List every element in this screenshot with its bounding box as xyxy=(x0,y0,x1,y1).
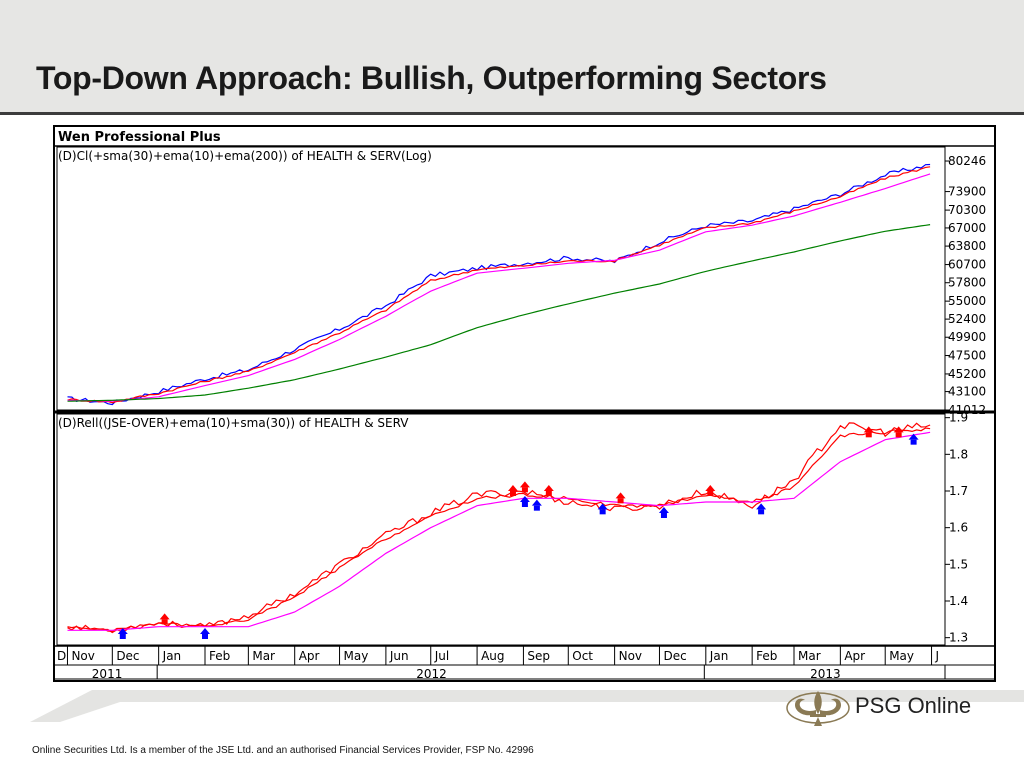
buy-signal-arrow xyxy=(756,503,767,515)
x-month-label: Jul xyxy=(434,649,449,663)
price-y-tick-label: 57800 xyxy=(948,276,986,290)
sell-signal-arrow xyxy=(507,485,518,496)
buy-signal-arrow xyxy=(597,503,608,515)
x-month-label: Aug xyxy=(481,649,504,663)
x-partial-month-label: D xyxy=(57,649,66,663)
header-divider xyxy=(0,112,1024,115)
x-year-label: 2012 xyxy=(416,667,447,680)
footer-swoosh xyxy=(30,690,1024,722)
chart-window: Wen Professional Plus (D)Cl(+sma(30)+ema(… xyxy=(53,125,996,682)
buy-signal-arrow xyxy=(519,496,530,507)
x-month-label: Apr xyxy=(299,649,320,663)
chart-background xyxy=(55,127,994,680)
brand-name: PSG Online xyxy=(855,693,972,718)
x-month-label: Sep xyxy=(527,649,550,663)
x-month-label: Jan xyxy=(709,649,729,663)
x-month-label: Feb xyxy=(756,649,777,663)
price-y-tick-label: 80246 xyxy=(948,154,986,168)
sma30-series-line xyxy=(67,173,931,402)
buy-signal-arrow xyxy=(908,433,919,445)
x-month-label: Apr xyxy=(844,649,865,663)
price-y-tick-label: 60700 xyxy=(948,258,986,272)
sell-signal-arrow xyxy=(159,613,170,625)
x-month-label: May xyxy=(889,649,914,663)
price-y-tick-label: 73900 xyxy=(948,185,986,199)
price-y-tick-label: 43100 xyxy=(948,385,986,399)
header-band xyxy=(0,0,1024,112)
relative-sma30-line xyxy=(67,431,931,631)
buy-signal-arrow xyxy=(658,507,669,518)
price-y-tick-label: 63800 xyxy=(948,239,986,253)
sell-signal-arrow xyxy=(543,485,554,496)
x-month-label: May xyxy=(344,649,369,663)
x-month-label: Mar xyxy=(798,649,821,663)
x-month-label: Dec xyxy=(116,649,139,663)
price-y-tick-label: 67000 xyxy=(948,221,986,235)
x-month-label: Feb xyxy=(209,649,230,663)
x-month-label: Dec xyxy=(663,649,686,663)
price-series-line xyxy=(67,163,931,406)
fleur-de-lis-logo-icon xyxy=(786,691,850,726)
price-y-tick-label: 55000 xyxy=(948,294,986,308)
relative-y-tick-label: 1.5 xyxy=(949,557,968,571)
price-y-tick-label: 45200 xyxy=(948,367,986,381)
sell-signal-arrow xyxy=(615,492,626,504)
price-y-tick-label: 70300 xyxy=(948,203,986,217)
price-y-tick-label: 49900 xyxy=(948,330,986,344)
buy-signal-arrow xyxy=(531,499,542,511)
chart-canvas: Wen Professional Plus (D)Cl(+sma(30)+ema(… xyxy=(55,127,994,680)
relative-y-tick-label: 1.4 xyxy=(949,594,968,608)
footer-disclaimer: Online Securities Ltd. Is a member of th… xyxy=(32,745,534,756)
relative-y-tick-label: 1.9 xyxy=(949,411,968,425)
relative-y-tick-label: 1.8 xyxy=(949,447,968,461)
x-month-label: Oct xyxy=(572,649,593,663)
slide-title: Top-Down Approach: Bullish, Outperformin… xyxy=(36,60,827,96)
price-y-tick-label: 52400 xyxy=(948,312,986,326)
sell-signal-arrow xyxy=(519,481,530,493)
relative-y-tick-label: 1.7 xyxy=(949,484,968,498)
x-year-label: 2011 xyxy=(92,667,123,680)
ema200-series-line xyxy=(67,224,931,402)
relative-y-tick-label: 1.6 xyxy=(949,521,968,535)
buy-signal-arrow xyxy=(200,628,210,639)
x-year-label: 2013 xyxy=(810,667,841,680)
x-month-label: Jan xyxy=(162,649,182,663)
software-title: Wen Professional Plus xyxy=(58,130,221,145)
price-y-tick-label: 47500 xyxy=(948,349,986,363)
buy-signal-arrow xyxy=(117,628,128,639)
relative-panel-title: (D)Rell((JSE-OVER)+ema(10)+sma(30)) of H… xyxy=(58,416,409,430)
x-month-label: Jun xyxy=(389,649,409,663)
ema10-series-line xyxy=(67,166,931,404)
price-panel-title: (D)Cl(+sma(30)+ema(10)+ema(200)) of HEAL… xyxy=(58,149,432,163)
sell-signal-arrow xyxy=(705,485,716,496)
price-y-tick-label: 41012 xyxy=(948,403,986,417)
sell-signal-arrow xyxy=(893,426,904,438)
relative-y-tick-label: 1.3 xyxy=(949,631,968,645)
x-month-label: Mar xyxy=(252,649,275,663)
sell-signal-arrow xyxy=(863,426,874,438)
x-month-label: Nov xyxy=(71,649,94,663)
x-month-label: Nov xyxy=(619,649,642,663)
x-month-label: J xyxy=(935,649,940,663)
relative-ema10-line xyxy=(67,427,931,633)
